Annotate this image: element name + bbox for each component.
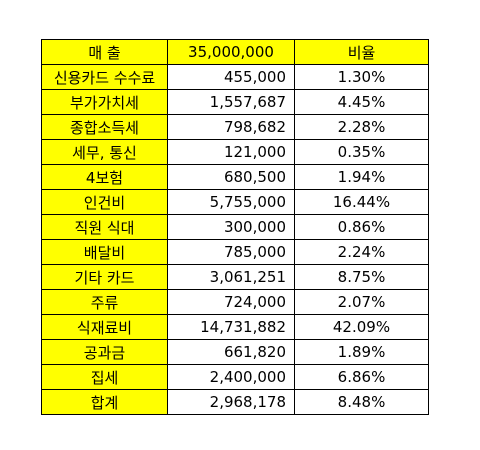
row-label: 기타 카드 [41, 264, 168, 290]
table-row: 식재료비 14,731,882 42.09% [41, 314, 429, 340]
table-row: 주류 724,000 2.07% [41, 289, 429, 315]
row-ratio: 6.86% [294, 364, 429, 390]
row-amount: 2,400,000 [167, 364, 295, 390]
row-ratio: 16.44% [294, 189, 429, 215]
table-row: 집세 2,400,000 6.86% [41, 364, 429, 390]
table-row: 인건비 5,755,000 16.44% [41, 189, 429, 215]
row-amount: 121,000 [167, 139, 295, 165]
table-row: 공과금 661,820 1.89% [41, 339, 429, 365]
row-ratio: 42.09% [294, 314, 429, 340]
row-amount: 300,000 [167, 214, 295, 240]
row-ratio: 8.75% [294, 264, 429, 290]
row-ratio: 2.28% [294, 114, 429, 140]
row-amount: 1,557,687 [167, 89, 295, 115]
row-ratio: 1.89% [294, 339, 429, 365]
row-ratio: 1.30% [294, 64, 429, 90]
table-row: 세무, 통신 121,000 0.35% [41, 139, 429, 165]
row-ratio: 2.24% [294, 239, 429, 265]
row-amount: 680,500 [167, 164, 295, 190]
table-row: 4보험 680,500 1.94% [41, 164, 429, 190]
row-label: 4보험 [41, 164, 168, 190]
table-row: 직원 식대 300,000 0.86% [41, 214, 429, 240]
row-label: 합계 [41, 389, 168, 415]
row-amount: 2,968,178 [167, 389, 295, 415]
table-row: 기타 카드 3,061,251 8.75% [41, 264, 429, 290]
row-amount: 5,755,000 [167, 189, 295, 215]
row-ratio: 2.07% [294, 289, 429, 315]
row-label: 집세 [41, 364, 168, 390]
row-label: 부가가치세 [41, 89, 168, 115]
expense-table: 매 출 35,000,000 비율 신용카드 수수료 455,000 1.30% 부가… [41, 39, 429, 415]
table-row: 신용카드 수수료 455,000 1.30% [41, 64, 429, 90]
row-label: 배달비 [41, 239, 168, 265]
row-amount: 14,731,882 [167, 314, 295, 340]
row-amount: 798,682 [167, 114, 295, 140]
header-ratio-label: 비율 [294, 39, 429, 65]
row-ratio: 0.86% [294, 214, 429, 240]
row-label: 공과금 [41, 339, 168, 365]
header-sales-amount: 35,000,000 [167, 39, 295, 65]
table-row: 합계 2,968,178 8.48% [41, 389, 429, 415]
header-sales-label: 매 출 [41, 39, 168, 65]
row-ratio: 1.94% [294, 164, 429, 190]
row-label: 식재료비 [41, 314, 168, 340]
row-amount: 724,000 [167, 289, 295, 315]
table-row: 배달비 785,000 2.24% [41, 239, 429, 265]
row-label: 인건비 [41, 189, 168, 215]
row-label: 주류 [41, 289, 168, 315]
row-amount: 785,000 [167, 239, 295, 265]
row-ratio: 4.45% [294, 89, 429, 115]
row-ratio: 0.35% [294, 139, 429, 165]
row-ratio: 8.48% [294, 389, 429, 415]
table-row: 종합소득세 798,682 2.28% [41, 114, 429, 140]
header-row: 매 출 35,000,000 비율 [41, 39, 429, 65]
row-label: 직원 식대 [41, 214, 168, 240]
row-amount: 661,820 [167, 339, 295, 365]
row-label: 세무, 통신 [41, 139, 168, 165]
table-row: 부가가치세 1,557,687 4.45% [41, 89, 429, 115]
row-label: 종합소득세 [41, 114, 168, 140]
row-label: 신용카드 수수료 [41, 64, 168, 90]
row-amount: 3,061,251 [167, 264, 295, 290]
expense-table-body: 매 출 35,000,000 비율 신용카드 수수료 455,000 1.30% 부가… [41, 39, 429, 415]
row-amount: 455,000 [167, 64, 295, 90]
